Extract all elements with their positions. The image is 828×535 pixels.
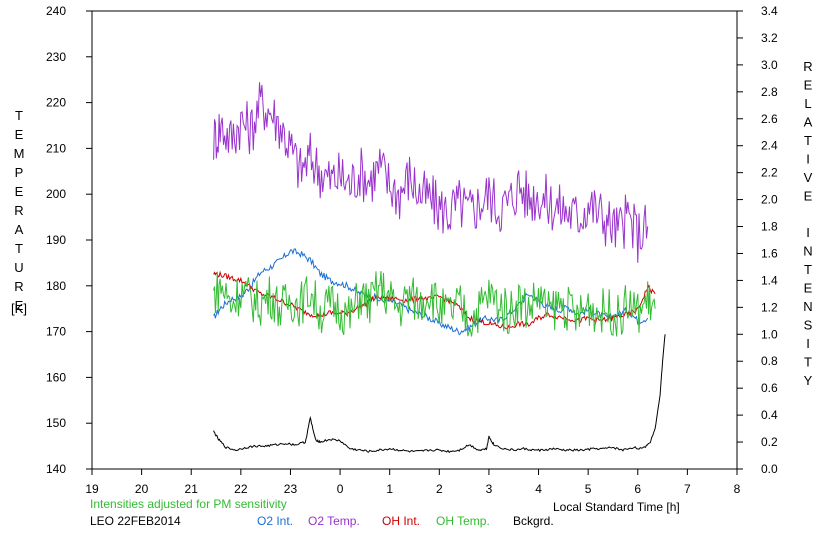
legend-bckgrd: Bckgrd. [513, 514, 554, 528]
y-right-label-letter: N [803, 299, 812, 314]
y-right-tick-label: 1.2 [761, 300, 778, 314]
x-tick-label: 7 [684, 482, 691, 496]
x-tick-label: 6 [634, 482, 641, 496]
y-left-tick-label: 160 [46, 370, 66, 384]
y-left-tick-label: 200 [46, 187, 66, 201]
y-right-tick-label: 1.8 [761, 220, 778, 234]
y-right-label-letter: T [804, 133, 812, 148]
y-left-label-letter: U [14, 260, 23, 275]
y-right-label-letter: T [804, 355, 812, 370]
y-right-label-letter: A [804, 115, 813, 130]
legend-o2-temp: O2 Temp. [308, 514, 360, 528]
y-right-tick-label: 2.2 [761, 166, 778, 180]
y-left-tick-label: 190 [46, 233, 66, 247]
y-left-tick-label: 210 [46, 141, 66, 155]
y-right-tick-label: 1.6 [761, 246, 778, 260]
y-right-tick-label: 3.4 [761, 4, 778, 18]
y-left-tick-label: 230 [46, 50, 66, 64]
tick-labels: 19 20 21 22 23 0 1 2 3 4 5 6 7 8140150160170180190200… [46, 4, 778, 496]
y-left-tick-label: 220 [46, 96, 66, 110]
series-line-bckgrd [213, 334, 666, 454]
x-tick-label: 23 [284, 482, 298, 496]
x-tick-label: 20 [135, 482, 149, 496]
x-tick-label: 19 [85, 482, 99, 496]
y-right-label-letter: L [804, 96, 811, 111]
y-right-tick-label: 0.6 [761, 381, 778, 395]
y-left-unit: [K] [11, 301, 27, 316]
y-left-label-letter: R [14, 203, 23, 218]
y-left-tick-label: 240 [46, 4, 66, 18]
y-right-tick-label: 1.0 [761, 327, 778, 341]
y-right-label-letter: E [804, 78, 813, 93]
plot-frame [86, 10, 743, 475]
y-right-tick-label: 0.2 [761, 435, 778, 449]
series-layer [213, 82, 666, 454]
y-right-label-letter: T [804, 262, 812, 277]
y-right-tick-label: 1.4 [761, 273, 778, 287]
series-line-oh-temp [213, 270, 656, 337]
y-left-label-letter: E [15, 298, 24, 313]
y-right-label-letter: V [804, 170, 813, 185]
x-tick-label: 0 [337, 482, 344, 496]
x-tick-label: 8 [734, 482, 741, 496]
y-left-tick-label: 150 [46, 416, 66, 430]
y-left-label-letter: R [14, 279, 23, 294]
y-left-tick-label: 180 [46, 279, 66, 293]
y-left-tick-label: 140 [46, 462, 66, 476]
y-left-label-letter: E [15, 127, 24, 142]
y-right-label-letter: I [806, 225, 810, 240]
y-right-tick-label: 2.6 [761, 112, 778, 126]
y-left-label-letter: M [14, 146, 25, 161]
y-left-label-letter: T [15, 241, 23, 256]
y-left-label-letter: E [15, 184, 24, 199]
x-tick-label: 4 [535, 482, 542, 496]
y-right-tick-label: 2.0 [761, 193, 778, 207]
y-left-label-letter: T [15, 108, 23, 123]
x-tick-label: 2 [436, 482, 443, 496]
y-right-tick-label: 0.4 [761, 408, 778, 422]
x-tick-label: 1 [386, 482, 393, 496]
y-right-label-letter: I [806, 152, 810, 167]
x-tick-label: 22 [234, 482, 248, 496]
legend-o2-int: O2 Int. [257, 514, 294, 528]
y-left-label-letter: P [15, 165, 24, 180]
y-right-label-letter: I [806, 336, 810, 351]
x-tick-label: 21 [185, 482, 199, 496]
x-axis-label: Local Standard Time [h] [553, 500, 680, 514]
y-right-tick-label: 0.0 [761, 462, 778, 476]
legend-oh-temp: OH Temp. [436, 514, 490, 528]
note-text: Intensities adjusted for PM sensitivity [90, 497, 287, 511]
y-right-tick-label: 3.2 [761, 31, 778, 45]
site-date: LEO 22FEB2014 [90, 514, 181, 528]
y-left-tick-label: 170 [46, 325, 66, 339]
y-right-label-letter: N [803, 244, 812, 259]
y-right-label-letter: E [804, 189, 813, 204]
legend-oh-int: OH Int. [382, 514, 421, 528]
series-line-o2-temp [213, 82, 649, 263]
x-tick-label: 3 [486, 482, 493, 496]
x-tick-label: 5 [585, 482, 592, 496]
y-right-label-letter: Y [804, 373, 813, 388]
y-right-tick-label: 2.8 [761, 85, 778, 99]
y-right-label-letter: E [804, 281, 813, 296]
y-right-tick-label: 2.4 [761, 139, 778, 153]
y-left-label-letter: A [15, 222, 24, 237]
y-right-tick-label: 0.8 [761, 354, 778, 368]
y-right-label-letter: S [804, 318, 813, 333]
y-right-label-letter: R [803, 59, 812, 74]
y-right-tick-label: 3.0 [761, 58, 778, 72]
